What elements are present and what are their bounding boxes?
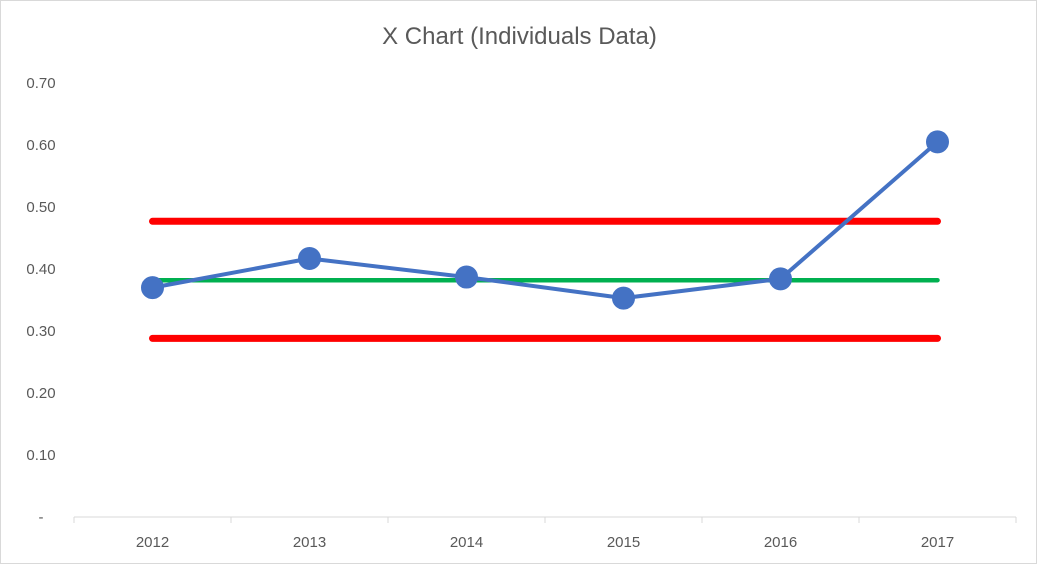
data-point [769, 267, 792, 291]
x-tick-label: 2015 [607, 534, 640, 551]
y-tick-label: 0.70 [26, 75, 55, 92]
data-point [141, 276, 164, 300]
data-series-line [150, 139, 940, 301]
data-point [298, 246, 321, 270]
y-tick-label: 0.20 [26, 385, 55, 402]
x-tick-label: 2013 [293, 534, 326, 551]
y-tick-label: 0.40 [26, 261, 55, 278]
y-tick-label: 0.30 [26, 323, 55, 340]
x-tick-label: 2014 [450, 534, 483, 551]
x-tick-label: 2012 [136, 534, 169, 551]
x-tick-label: 2016 [764, 534, 797, 551]
data-point [926, 130, 949, 154]
x-tick-label: 2017 [921, 534, 954, 551]
chart-title: X Chart (Individuals Data) [382, 23, 657, 50]
data-point [612, 286, 635, 310]
y-tick-label: 0.10 [26, 447, 55, 464]
data-point [455, 265, 478, 289]
y-tick-label: 0.60 [26, 137, 55, 154]
y-tick-label: - [39, 509, 44, 526]
y-tick-label: 0.50 [26, 199, 55, 216]
